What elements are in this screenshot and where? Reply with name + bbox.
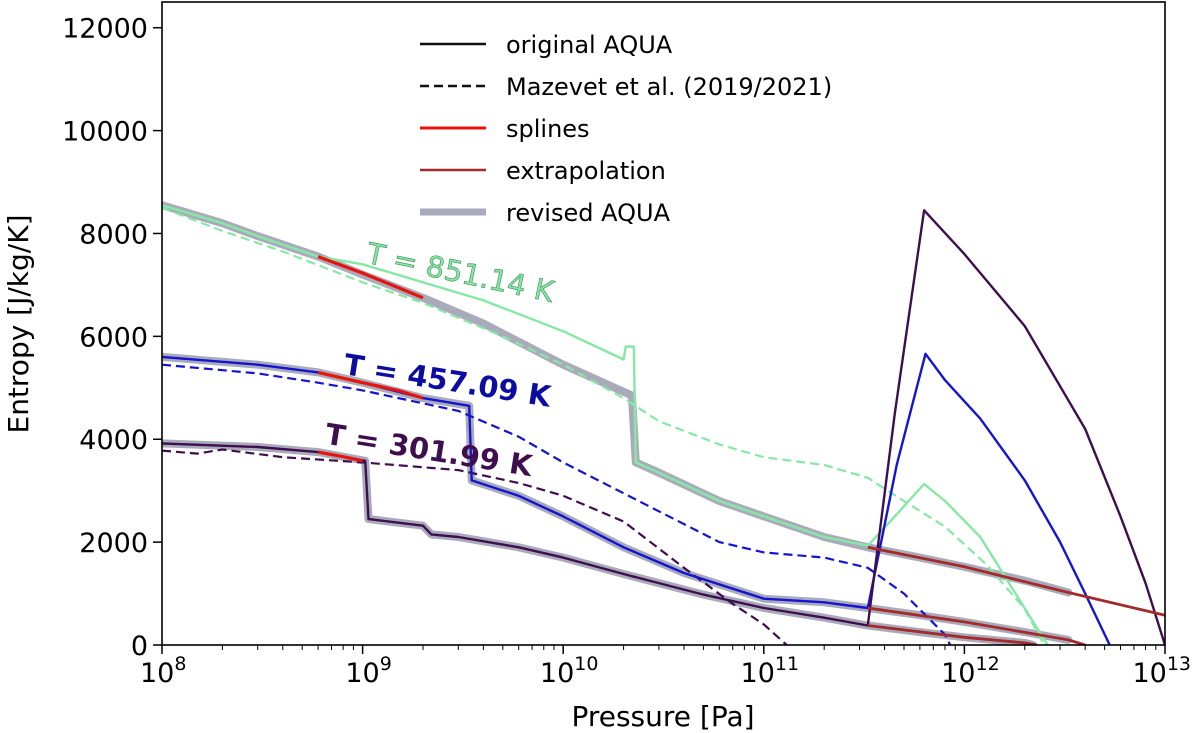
plot-area xyxy=(162,201,1165,645)
y-tick-label: 4000 xyxy=(79,425,148,456)
series-original-aqua-851-14K xyxy=(162,204,1049,645)
y-axis-title: Entropy [J/kg/K] xyxy=(2,214,35,433)
axes: 0 2000 4000 6000 8000 10000 12000 108 109 1010 101… xyxy=(62,14,1191,689)
series-mazevet-301-99K xyxy=(162,448,788,645)
legend-label: splines xyxy=(506,115,590,143)
legend-label: original AQUA xyxy=(506,31,673,59)
x-tick-label: 1011 xyxy=(741,653,800,689)
y-tick-label: 8000 xyxy=(79,219,148,250)
legend-label: Mazevet et al. (2019/2021) xyxy=(506,73,832,101)
series-original-aqua-301-99K xyxy=(162,209,1165,645)
y-tick-label: 2000 xyxy=(79,528,148,559)
series-mazevet-851-14K xyxy=(162,206,1046,645)
series-extrapolation-457-09K xyxy=(867,606,1086,645)
series-splines-851-14K xyxy=(317,255,424,300)
y-tick-label: 12000 xyxy=(62,14,148,45)
series-extrapolation-301-99K xyxy=(867,624,1038,645)
legend-label: extrapolation xyxy=(506,157,666,185)
y-tick-label: 0 xyxy=(131,631,148,662)
legend-label: revised AQUA xyxy=(506,199,671,227)
series-splines-301-99K xyxy=(317,450,363,463)
x-axis-title: Pressure [Pa] xyxy=(571,700,754,733)
x-tick-label: 1013 xyxy=(1132,653,1191,689)
series-extrapolation-851-14K xyxy=(867,545,1165,617)
temperature-label-0: T = 851.14 K xyxy=(363,236,558,309)
y-tick-label: 6000 xyxy=(79,322,148,353)
temperature-label-2: T = 301.99 K xyxy=(323,417,536,483)
y-tick-label: 10000 xyxy=(62,117,148,148)
series-revised-aqua-457-09K xyxy=(162,352,1073,644)
x-tick-label: 1010 xyxy=(540,653,599,689)
legend: original AQUA Mazevet et al. (2019/2021) s… xyxy=(420,31,832,227)
series-splines-457-09K xyxy=(317,370,424,400)
series-revised-aqua-851-14K xyxy=(162,201,1073,597)
x-tick-label: 109 xyxy=(345,653,391,689)
x-tick-label: 1012 xyxy=(941,653,1000,689)
plot-frame xyxy=(161,1,1166,646)
series-mazevet-457-09K xyxy=(162,363,952,645)
x-tick-label: 108 xyxy=(140,653,186,689)
